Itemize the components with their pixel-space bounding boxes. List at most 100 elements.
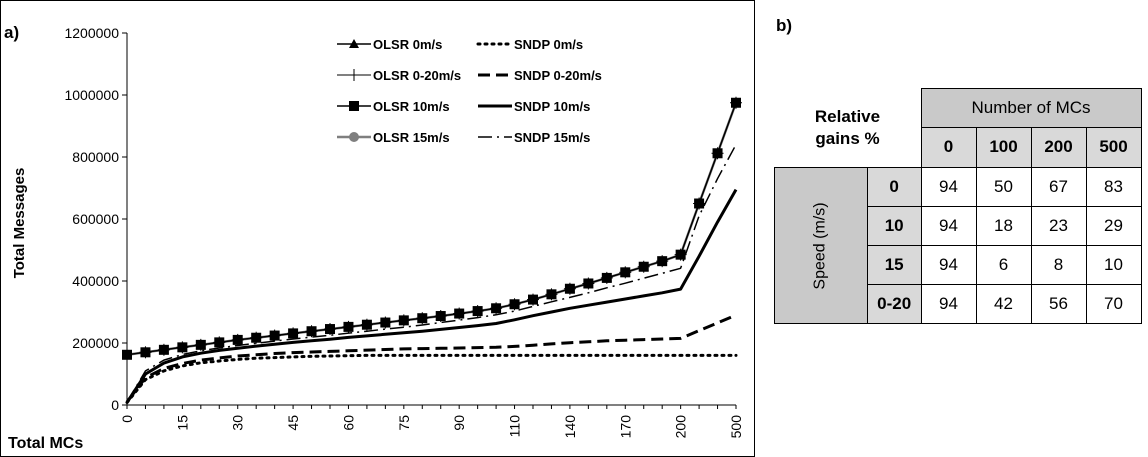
- table-row: Speed (m/s) 0 94 50 67 83: [774, 166, 1142, 324]
- y-tick-label: 1000000: [64, 87, 119, 103]
- series-point: [416, 312, 429, 325]
- series-point: [434, 310, 447, 323]
- line-chart-panel: a) Total Messages Total MCs 0 200000 40000…: [0, 0, 755, 457]
- legend-label: SNDP 10m/s: [514, 99, 590, 114]
- x-tick-label: 90: [451, 415, 467, 431]
- series-point: [637, 260, 650, 273]
- legend-label: SNDP 0m/s: [514, 37, 583, 52]
- table-cell: 94: [920, 283, 977, 324]
- series-point: [508, 298, 521, 311]
- rows-group-header-text: Speed (m/s): [811, 202, 829, 290]
- series-point: [157, 343, 170, 356]
- x-axis-title: Total MCs: [8, 435, 83, 452]
- legend-item: SNDP 10m/s: [478, 99, 590, 114]
- series-point: [545, 288, 558, 301]
- series-point: [122, 349, 132, 360]
- x-tick-label: 0: [119, 415, 135, 423]
- series-point: [268, 329, 281, 342]
- series-line-4: [125, 353, 738, 404]
- table-cell: 8: [1030, 244, 1087, 285]
- series-point: [194, 338, 207, 351]
- row-header: 10: [866, 205, 922, 246]
- series-point: [656, 255, 669, 268]
- series-point: [490, 302, 503, 315]
- y-axis-title: Total Messages: [11, 168, 28, 279]
- legend-marker: [349, 132, 359, 142]
- series-point: [342, 320, 355, 333]
- table-cell: 67: [1030, 166, 1087, 207]
- x-tick-label: 60: [340, 415, 356, 431]
- series-point: [582, 277, 595, 290]
- y-tick-label: 400000: [72, 273, 119, 289]
- table-cell: 94: [920, 166, 977, 207]
- table-row: 0-20 94 42 56 70: [775, 283, 1142, 324]
- column-header: 0: [920, 127, 977, 168]
- table-panel-label: b): [776, 16, 793, 35]
- legend-label: OLSR 15m/s: [373, 130, 450, 145]
- column-header: 200: [1030, 127, 1087, 168]
- series-point: [397, 314, 410, 327]
- chart-axes: 0 200000 400000 600000 800000 1000000 1200000 0…: [64, 25, 744, 438]
- legend-label: OLSR 10m/s: [373, 99, 450, 114]
- chart-panel-label: a): [4, 23, 19, 42]
- series-point: [471, 305, 484, 318]
- row-header: 15: [866, 244, 922, 285]
- series-point: [730, 96, 742, 109]
- table-cell: 83: [1085, 166, 1142, 207]
- series-point: [453, 307, 466, 320]
- y-tick-label: 1200000: [64, 25, 119, 41]
- series-point: [231, 333, 244, 346]
- series-point: [213, 336, 226, 349]
- column-header: 500: [1085, 127, 1142, 168]
- series-point: [379, 316, 392, 329]
- x-tick-label: 200: [673, 415, 689, 439]
- table-cell: 6: [975, 244, 1032, 285]
- table-corner-label: Relative gains %: [775, 89, 922, 168]
- legend-marker: [348, 69, 360, 81]
- corner-label-line2: gains %: [815, 128, 880, 148]
- legend-label: OLSR 0m/s: [373, 37, 442, 52]
- legend-item: SNDP 15m/s: [478, 130, 590, 145]
- rows-group-header: Speed (m/s): [774, 166, 868, 324]
- line-chart: a) Total Messages Total MCs 0 200000 40000…: [0, 0, 755, 457]
- table-cell: 10: [1085, 244, 1142, 285]
- table-cell: 70: [1085, 283, 1142, 324]
- table-row: 15 94 6 8 10: [775, 244, 1142, 285]
- x-tick-label: 30: [230, 415, 246, 431]
- table-cell: 29: [1085, 205, 1142, 246]
- table-cell: 23: [1030, 205, 1087, 246]
- legend-marker: [349, 39, 359, 48]
- y-tick-label: 200000: [72, 335, 119, 351]
- series-point: [600, 271, 613, 284]
- x-tick-label: 140: [562, 415, 578, 439]
- x-tick-label: 75: [396, 415, 412, 431]
- relative-gains-table: Relative gains % Number of MCs 0 100 200…: [774, 87, 1142, 324]
- legend-item: OLSR 0m/s: [337, 37, 442, 52]
- series-line-7: [126, 144, 737, 403]
- chart-frame: [0, 0, 755, 457]
- table-row: 10 94 18 23 29: [775, 205, 1142, 246]
- legend-item: SNDP 0-20m/s: [478, 68, 602, 83]
- series-point: [693, 197, 706, 210]
- x-tick-label: 170: [617, 415, 633, 439]
- series-line-2: [126, 102, 737, 356]
- legend-marker: [349, 101, 359, 111]
- legend-item: OLSR 0-20m/s: [337, 68, 461, 83]
- table-cell: 42: [975, 283, 1032, 324]
- series-point: [711, 147, 724, 160]
- row-header: 0-20: [866, 283, 922, 324]
- series-point: [176, 341, 189, 354]
- table-cell: 50: [975, 166, 1032, 207]
- table-cell: 18: [975, 205, 1032, 246]
- y-tick-label: 0: [111, 397, 119, 413]
- column-header: 100: [975, 127, 1032, 168]
- series-point: [305, 325, 318, 338]
- series-point: [360, 318, 373, 331]
- series-point: [324, 323, 336, 336]
- series-point: [139, 346, 152, 359]
- legend-label: SNDP 15m/s: [514, 130, 590, 145]
- columns-group-header: Number of MCs: [920, 87, 1142, 129]
- chart-legend: OLSR 0m/s SNDP 0m/s OLSR 0-20m/s SNDP 0-20m…: [337, 37, 602, 145]
- series-point: [619, 266, 632, 279]
- row-header: 0: [866, 166, 922, 207]
